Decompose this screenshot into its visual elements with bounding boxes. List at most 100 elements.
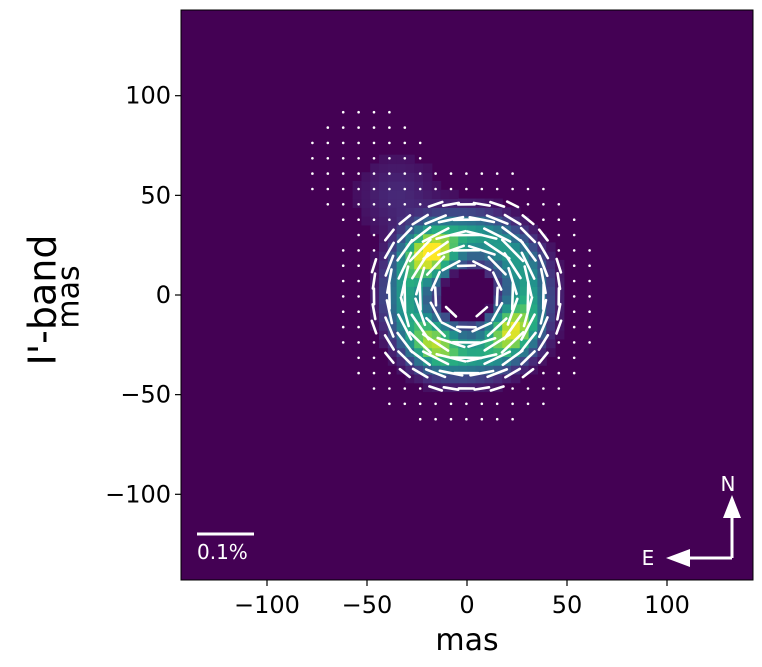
heatmap-cell: [431, 303, 442, 314]
polarization-vector-dot: [341, 249, 345, 252]
polarization-vector: [421, 350, 450, 366]
polarization-vector: [467, 336, 497, 348]
heatmap-cell: [379, 224, 389, 235]
heatmap-cell: [379, 251, 389, 261]
heatmap-cell: [370, 303, 380, 314]
heatmap-cell: [387, 268, 398, 279]
polarization-vector-dot: [388, 402, 391, 406]
heatmap-cell: [423, 295, 433, 305]
heatmap-cell: [519, 277, 530, 287]
heatmap-cell: [458, 224, 468, 235]
polarization-vector-dot: [341, 126, 345, 129]
heatmap-cell: [387, 163, 398, 173]
heatmap-cell: [449, 330, 459, 340]
polarization-vector: [502, 313, 523, 341]
polarization-vector: [489, 200, 506, 208]
polarization-vector: [505, 200, 520, 209]
heatmap-cell: [423, 312, 433, 322]
heatmap-cell: [502, 303, 512, 314]
heatmap-cell: [467, 224, 477, 235]
polarization-vector-dot: [572, 249, 576, 252]
heatmap-cell: [387, 259, 398, 270]
heatmap-cell: [493, 365, 503, 375]
heatmap-cell: [379, 268, 389, 279]
polarization-vector-dot: [449, 417, 453, 421]
polarization-vector-dot: [557, 218, 561, 221]
polarization-vector-dot: [357, 279, 360, 283]
heatmap-cell: [414, 207, 424, 217]
heatmap-cell: [511, 277, 521, 287]
polarization-vector-dot: [357, 356, 360, 360]
polarization-vector-dot: [326, 126, 330, 129]
polarization-vector-dot: [495, 172, 499, 175]
heatmap-cell: [511, 224, 521, 235]
polarization-vector-dot: [388, 371, 391, 375]
polarization-vector: [467, 244, 496, 256]
heatmap-cell: [546, 321, 556, 331]
heatmap-cell: [396, 242, 406, 252]
polarization-vector-dot: [357, 203, 360, 206]
heatmap-cell: [423, 198, 433, 208]
compass-east-arrowhead: [666, 549, 690, 567]
heatmap-cell: [370, 251, 380, 261]
polarization-vector-dot: [495, 417, 499, 421]
polarization-vector-dot: [403, 126, 407, 129]
heatmap-cell: [379, 198, 389, 208]
heatmap-cell: [387, 338, 398, 349]
heatmap-cell: [396, 198, 406, 208]
polarization-vector-dot: [341, 341, 345, 344]
heatmap-cell: [537, 347, 547, 357]
polarization-vector: [489, 385, 505, 392]
heatmap-cell: [511, 330, 521, 340]
polarization-vector-dot: [572, 279, 576, 283]
heatmap-cell: [546, 251, 556, 261]
heatmap-cell: [537, 277, 547, 287]
polarization-vector-dot: [326, 172, 330, 175]
polarization-vector: [421, 227, 450, 243]
x-axis-label: mas: [435, 623, 498, 658]
heatmap-cell: [396, 189, 406, 200]
compass-north-arrowhead: [723, 495, 741, 518]
heatmap-cell: [511, 268, 521, 279]
polarization-vector-dot: [357, 295, 360, 298]
heatmap-cell: [387, 233, 398, 243]
polarization-vector: [519, 331, 537, 354]
polarization-vector-dot: [511, 187, 514, 191]
heatmap-cell: [440, 251, 450, 261]
heatmap-cell: [440, 277, 450, 287]
polarization-vector: [556, 302, 562, 321]
heatmap-cell: [467, 373, 477, 384]
heatmap-cell: [546, 303, 556, 314]
heatmap-cell: [493, 242, 503, 252]
polarization-vector: [503, 252, 522, 280]
polarization-vector: [444, 305, 458, 318]
heatmap-cell: [423, 321, 433, 331]
heatmap-cell: [387, 295, 398, 305]
polarization-vector: [384, 316, 395, 338]
polarization-vector: [397, 251, 413, 280]
polarization-vector-dot: [372, 187, 376, 191]
polarization-vector-dot: [588, 264, 591, 268]
polarization-vector-dot: [372, 126, 376, 129]
polarization-vector: [466, 353, 498, 363]
heatmap-cell: [431, 251, 442, 261]
polarization-vector: [519, 238, 537, 262]
heatmap-cell: [519, 338, 530, 349]
polarization-vector-dot: [542, 187, 545, 191]
heatmap-cell: [361, 198, 371, 208]
heatmap-cell: [484, 268, 494, 279]
plot-area: 0.1% N E: [180, 9, 754, 581]
heatmap-cell: [414, 365, 424, 375]
polarization-vector: [424, 368, 447, 379]
polarization-vector-dot: [388, 387, 391, 390]
heatmap-cell: [405, 303, 415, 314]
polarization-vector-dot: [357, 172, 360, 175]
heatmap-cell: [379, 216, 389, 226]
heatmap-cell: [475, 224, 486, 235]
heatmap-cell: [502, 242, 512, 252]
polarization-vector-dot: [403, 172, 407, 175]
heatmap-cell: [484, 347, 494, 357]
heatmap-cell: [414, 251, 424, 261]
heatmap-cell: [449, 251, 459, 261]
polarization-vector-dot: [588, 325, 591, 329]
